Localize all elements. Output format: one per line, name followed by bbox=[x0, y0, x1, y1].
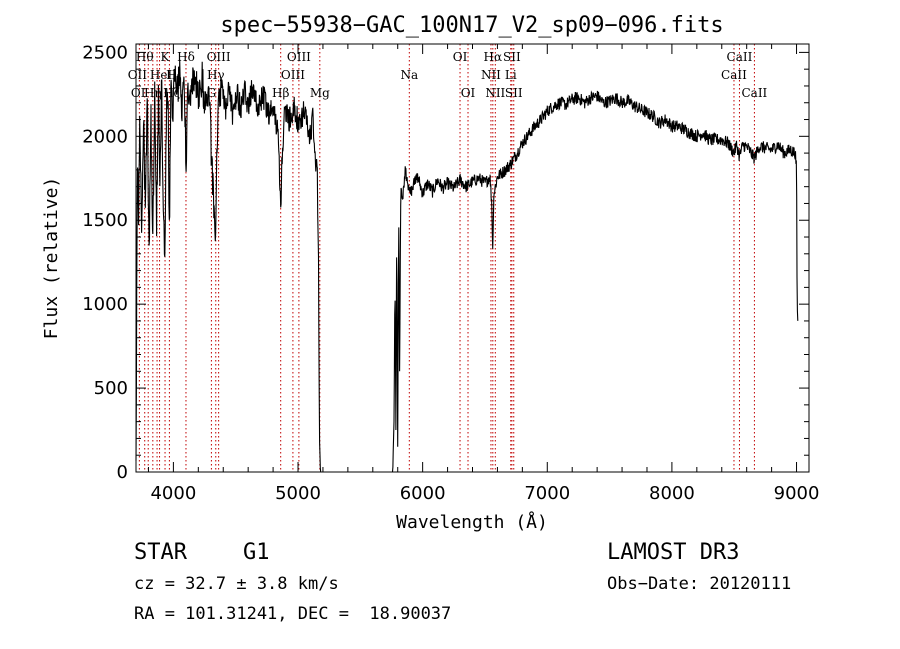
spectral-line-markers bbox=[138, 44, 755, 472]
spectrum-line bbox=[135, 59, 799, 473]
y-tick-label: 1500 bbox=[82, 210, 128, 231]
redshift-value: cz = 32.7 ± 3.8 km/s bbox=[134, 574, 339, 594]
observation-date: Obs−Date: 20120111 bbox=[607, 574, 791, 594]
line-label: Na bbox=[400, 68, 418, 82]
line-label: SII bbox=[505, 86, 523, 100]
chart-title: spec−55938−GAC_100N17_V2_sp09−096.fits bbox=[220, 13, 723, 38]
line-label: OIII bbox=[281, 68, 305, 82]
x-axis-label: Wavelength (Å) bbox=[396, 511, 548, 533]
object-subclass: G1 bbox=[243, 540, 270, 565]
line-label: NII bbox=[485, 86, 505, 100]
x-tick-label: 6000 bbox=[400, 483, 446, 504]
line-label: CaII bbox=[727, 50, 753, 64]
line-label: Hδ bbox=[177, 50, 195, 64]
line-label: Li bbox=[505, 68, 517, 82]
x-tick-label: 5000 bbox=[275, 483, 321, 504]
spectral-line-labels: OIIHθOIHηHeIHζKHHδGHγOIIIHβOIIIOIIIMgNaO… bbox=[128, 50, 768, 100]
line-label: OII bbox=[128, 68, 148, 82]
plot-frame bbox=[135, 43, 810, 473]
line-label: Hη bbox=[144, 86, 162, 100]
y-tick-label: 0 bbox=[117, 462, 128, 483]
line-label: Hβ bbox=[272, 86, 289, 100]
y-tick-label: 1000 bbox=[82, 294, 128, 315]
line-label: H bbox=[166, 68, 176, 82]
x-tick-label: 8000 bbox=[649, 483, 695, 504]
line-label: OIII bbox=[287, 50, 311, 64]
object-class: STAR bbox=[134, 540, 188, 565]
line-label: HeI bbox=[150, 68, 173, 82]
line-label: G bbox=[207, 86, 217, 100]
y-tick-label: 2000 bbox=[82, 126, 128, 147]
y-tick-label: 2500 bbox=[82, 42, 128, 63]
line-label: SII bbox=[503, 50, 521, 64]
line-label: CaII bbox=[741, 86, 767, 100]
x-tick-label: 9000 bbox=[774, 483, 820, 504]
line-label: Mg bbox=[310, 86, 330, 100]
line-label: OI bbox=[461, 86, 476, 100]
x-axis: 4000 5000 6000 7000 8000 9000 bbox=[147, 44, 820, 504]
x-tick-label: 7000 bbox=[524, 483, 570, 504]
line-label: CaII bbox=[721, 68, 747, 82]
y-axis-label: Flux (relative) bbox=[41, 177, 62, 340]
line-label: NII bbox=[481, 68, 501, 82]
survey-name: LAMOST DR3 bbox=[607, 540, 739, 565]
line-label: Hθ bbox=[136, 50, 154, 64]
coordinates: RA = 101.31241, DEC = 18.90037 bbox=[134, 604, 451, 624]
y-tick-label: 500 bbox=[94, 378, 128, 399]
y-axis: 0 500 1000 1500 2000 2500 bbox=[82, 42, 809, 483]
line-label: K bbox=[161, 50, 171, 64]
line-label: OI bbox=[131, 86, 146, 100]
line-label: OIII bbox=[207, 50, 231, 64]
line-label: OI bbox=[453, 50, 468, 64]
line-label: Hγ bbox=[207, 68, 225, 82]
x-tick-label: 4000 bbox=[150, 483, 196, 504]
line-label: Hα bbox=[484, 50, 503, 64]
